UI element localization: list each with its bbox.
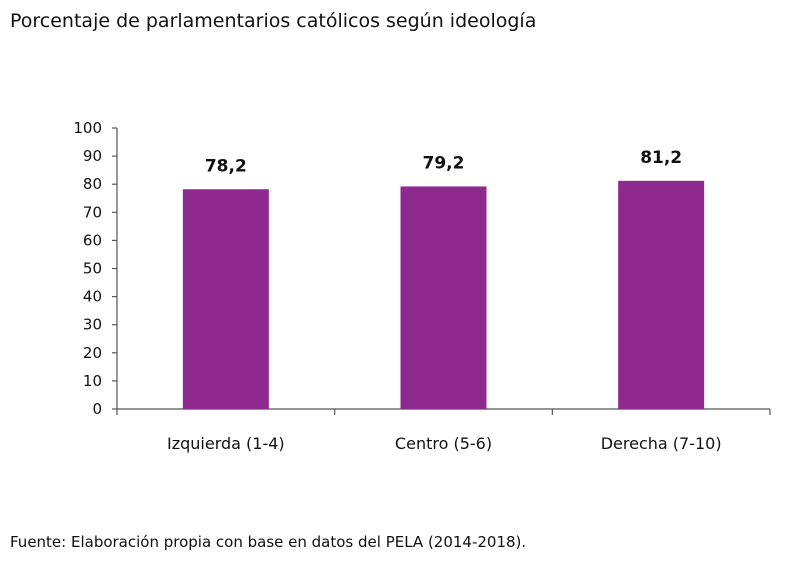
x-axis — [116, 408, 771, 415]
x-tick-label: Centro (5-6) — [395, 434, 492, 453]
bar — [618, 180, 705, 409]
bar — [400, 186, 487, 409]
y-axis: 0 10 20 30 40 50 60 70 80 90 100 — [73, 119, 118, 418]
y-tick-label: 10 — [83, 372, 102, 390]
y-tick-label: 90 — [83, 147, 102, 165]
source-note: Fuente: Elaboración propia con base en d… — [10, 533, 527, 551]
y-tick-label: 60 — [83, 231, 102, 249]
x-tick-label: Izquierda (1-4) — [167, 434, 285, 453]
y-tick-label: 50 — [83, 260, 102, 278]
y-tick-label: 80 — [83, 175, 102, 193]
y-tick-label: 20 — [83, 344, 102, 362]
data-label: 79,2 — [423, 153, 465, 173]
y-tick-label: 40 — [83, 288, 102, 306]
value-labels: 78,2 79,2 81,2 — [205, 148, 682, 176]
y-tick-label: 30 — [83, 316, 102, 334]
y-tick-label: 100 — [73, 119, 102, 137]
y-tick-label: 0 — [92, 400, 102, 418]
bar — [182, 189, 269, 409]
data-label: 81,2 — [640, 148, 682, 168]
y-tick-label: 70 — [83, 203, 102, 221]
chart-title: Porcentaje de parlamentarios católicos s… — [10, 10, 537, 32]
category-labels: Izquierda (1-4) Centro (5-6) Derecha (7-10… — [167, 434, 722, 453]
bars — [182, 180, 705, 409]
x-tick-label: Derecha (7-10) — [601, 434, 722, 453]
data-label: 78,2 — [205, 156, 247, 176]
